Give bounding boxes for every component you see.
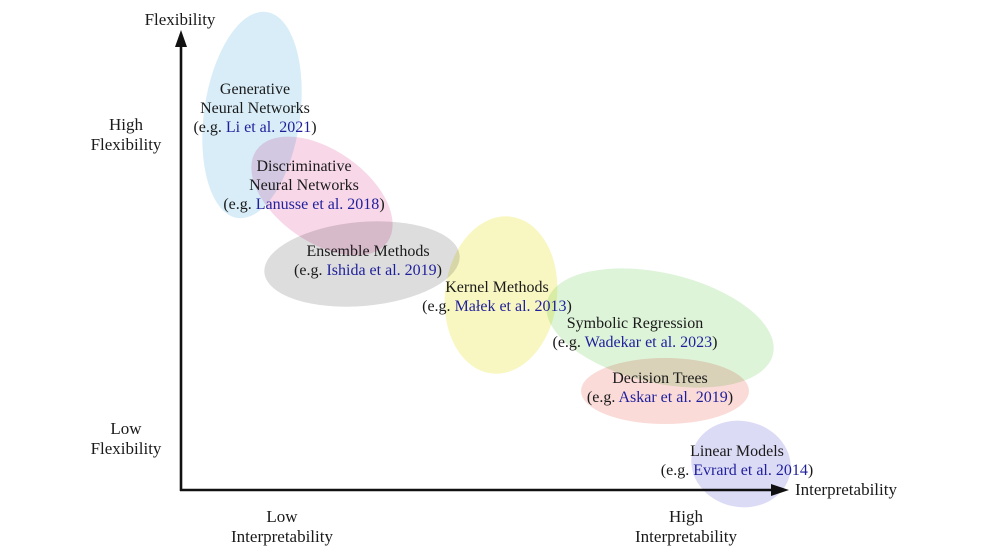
method-citation: (e.g. Wadekar et al. 2023): [552, 334, 718, 351]
method-citation: (e.g. Li et al. 2021): [193, 119, 317, 136]
method-name: Linear Models: [690, 443, 784, 460]
method-citation: (e.g. Evrard et al. 2014): [660, 462, 814, 479]
high-interpretability-label: High Interpretability: [635, 507, 737, 546]
method-name: Kernel Methods: [445, 279, 549, 296]
decision-trees-label: Decision Trees (e.g. Askar et al. 2019): [530, 369, 790, 407]
citation-link[interactable]: Askar et al. 2019: [618, 389, 728, 406]
citation-link[interactable]: Ishida et al. 2019: [326, 262, 437, 279]
method-citation: (e.g. Ishida et al. 2019): [294, 262, 442, 279]
citation-link[interactable]: Li et al. 2021: [225, 119, 312, 136]
citation-link[interactable]: Małek et al. 2013: [454, 298, 567, 315]
high-flexibility-label: High Flexibility: [90, 115, 162, 154]
symbolic-regression-label: Symbolic Regression (e.g. Wadekar et al.…: [505, 314, 765, 352]
method-name: Symbolic Regression: [566, 315, 704, 332]
y-axis-title: Flexibility: [144, 10, 216, 29]
kernel-methods-label: Kernel Methods (e.g. Małek et al. 2013): [367, 278, 627, 316]
ensemble-methods-label: Ensemble Methods (e.g. Ishida et al. 201…: [238, 242, 498, 280]
method-citation: (e.g. Małek et al. 2013): [422, 298, 572, 315]
method-name: Neural Networks: [200, 100, 310, 117]
decision-trees-ellipse: [581, 358, 749, 424]
method-name: Ensemble Methods: [306, 243, 430, 260]
method-citation: (e.g. Askar et al. 2019): [586, 389, 734, 406]
citation-link[interactable]: Wadekar et al. 2023: [584, 334, 713, 351]
method-name: Neural Networks: [249, 177, 359, 194]
citation-link[interactable]: Evrard et al. 2014: [693, 462, 808, 479]
low-interpretability-label: Low Interpretability: [231, 507, 333, 546]
citation-link[interactable]: Lanusse et al. 2018: [255, 196, 380, 213]
x-axis-title: Interpretability: [795, 480, 897, 499]
method-name: Generative: [219, 81, 291, 98]
method-name: Discriminative: [256, 158, 352, 175]
low-flexibility-label: Low Flexibility: [90, 419, 162, 458]
generative-neural-networks-label: Generative Neural Networks (e.g. Li et a…: [125, 80, 385, 137]
discriminative-neural-networks-label: Discriminative Neural Networks (e.g. Lan…: [174, 157, 434, 214]
y-axis-arrowhead: [175, 30, 187, 47]
method-citation: (e.g. Lanusse et al. 2018): [223, 196, 385, 213]
linear-models-label: Linear Models (e.g. Evrard et al. 2014): [607, 442, 867, 480]
method-name: Decision Trees: [612, 370, 708, 387]
